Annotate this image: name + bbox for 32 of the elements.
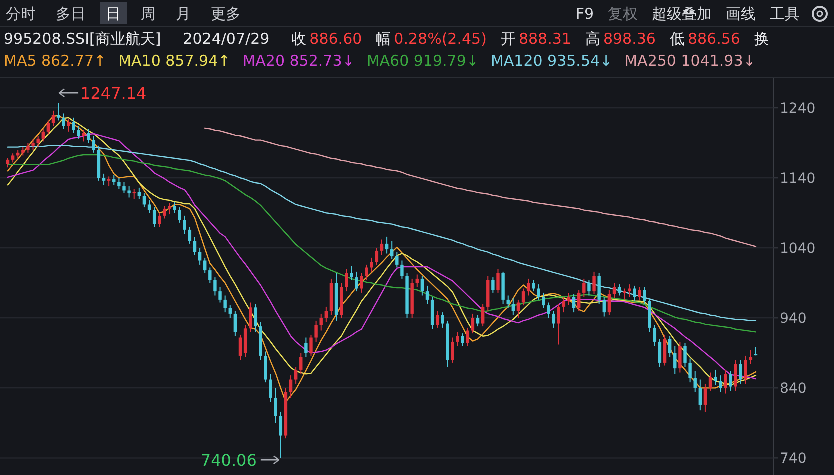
text: 分时 xyxy=(6,5,36,23)
text: 多日 xyxy=(56,5,86,23)
text: 898.36 xyxy=(603,30,656,48)
text: 复权 xyxy=(608,5,638,23)
text: 周 xyxy=(141,5,156,23)
annotation: 1247.14 xyxy=(80,84,147,104)
text: 收 xyxy=(292,30,307,48)
text: 换 xyxy=(754,30,770,48)
text: 低 xyxy=(670,30,685,48)
y-tick-label: 1240 xyxy=(780,101,816,118)
text: 超级叠加 xyxy=(652,5,712,23)
text: 画线 xyxy=(726,5,756,23)
annotation: 740.06 xyxy=(200,451,257,470)
y-tick-label: 1140 xyxy=(780,171,816,188)
text: 886.56 xyxy=(688,30,740,48)
y-tick-label: 840 xyxy=(780,381,807,398)
text: 日 xyxy=(106,5,121,23)
y-tick-label: 740 xyxy=(780,451,807,468)
text: 888.31 xyxy=(518,30,572,48)
y-tick-label: 1040 xyxy=(780,241,816,258)
text: 幅 xyxy=(376,30,392,48)
text: F9 xyxy=(576,5,594,23)
y-tick-label: 940 xyxy=(780,311,807,328)
text: 高 xyxy=(585,30,600,48)
text: 886.60 xyxy=(310,30,362,48)
text: 更多 xyxy=(211,5,241,23)
text: 995208.SSI[商业航天] xyxy=(4,30,162,48)
text: 开 xyxy=(500,30,516,48)
text: 月 xyxy=(176,5,191,23)
text: 0.28%(2.45) xyxy=(394,30,487,48)
text: 2024/07/29 xyxy=(183,30,270,48)
text: 工具 xyxy=(770,5,800,23)
